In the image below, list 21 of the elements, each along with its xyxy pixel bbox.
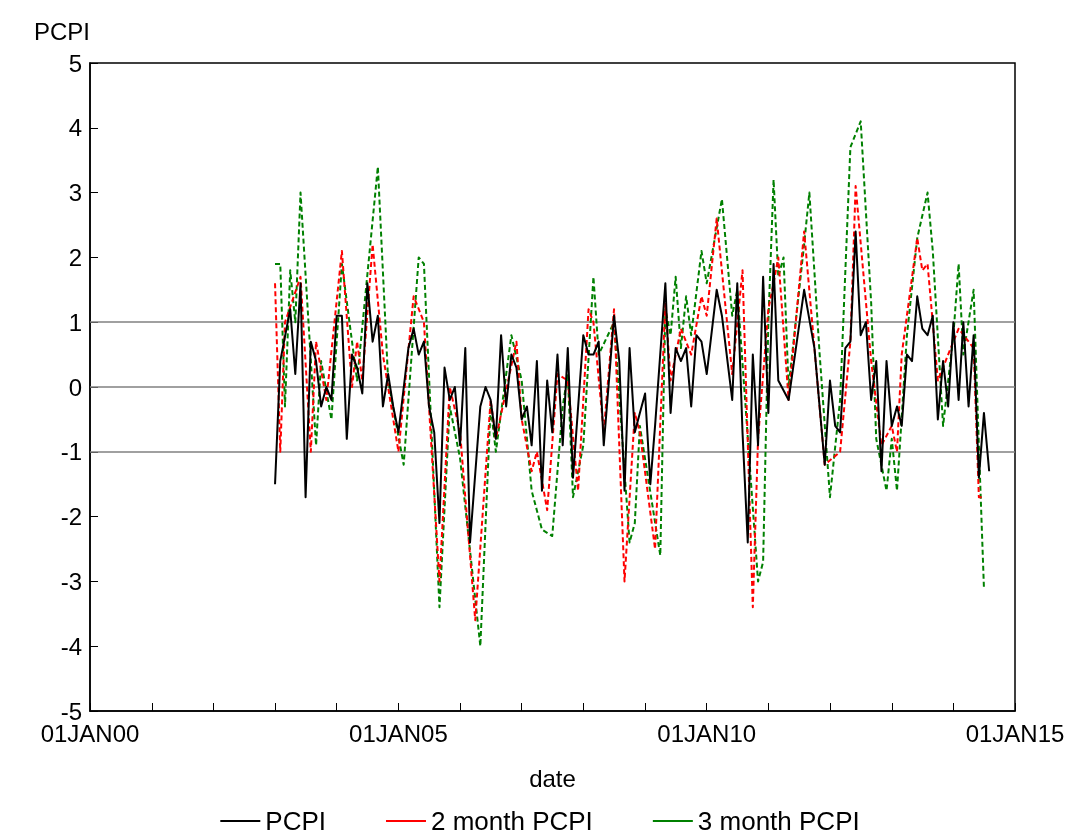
y-tick-label: 4 — [68, 114, 82, 142]
legend-label: 2 month PCPI — [430, 806, 593, 836]
legend-label: PCPI — [265, 806, 326, 836]
x-tick-label: 01JAN15 — [965, 719, 1065, 747]
legend-label: 3 month PCPI — [697, 806, 860, 836]
y-tick-label: -3 — [60, 567, 82, 595]
y-tick-label: 0 — [68, 373, 82, 401]
y-tick-label: 2 — [68, 243, 82, 271]
x-tick-label: 01JAN05 — [349, 719, 448, 747]
line-series — [274, 120, 985, 648]
y-tick-label: 5 — [68, 49, 82, 77]
y-tick-label: 1 — [68, 308, 82, 336]
y-axis-title: PCPI — [33, 17, 90, 45]
y-tick-label: -2 — [60, 503, 82, 531]
y-tick-label: -1 — [60, 438, 82, 466]
line-series — [274, 230, 991, 544]
y-tick-label: -4 — [60, 632, 82, 660]
y-tick-label: 3 — [68, 179, 82, 207]
x-axis-title: date — [529, 764, 576, 792]
line-series — [274, 185, 985, 622]
x-tick-label: 01JAN10 — [657, 719, 757, 747]
